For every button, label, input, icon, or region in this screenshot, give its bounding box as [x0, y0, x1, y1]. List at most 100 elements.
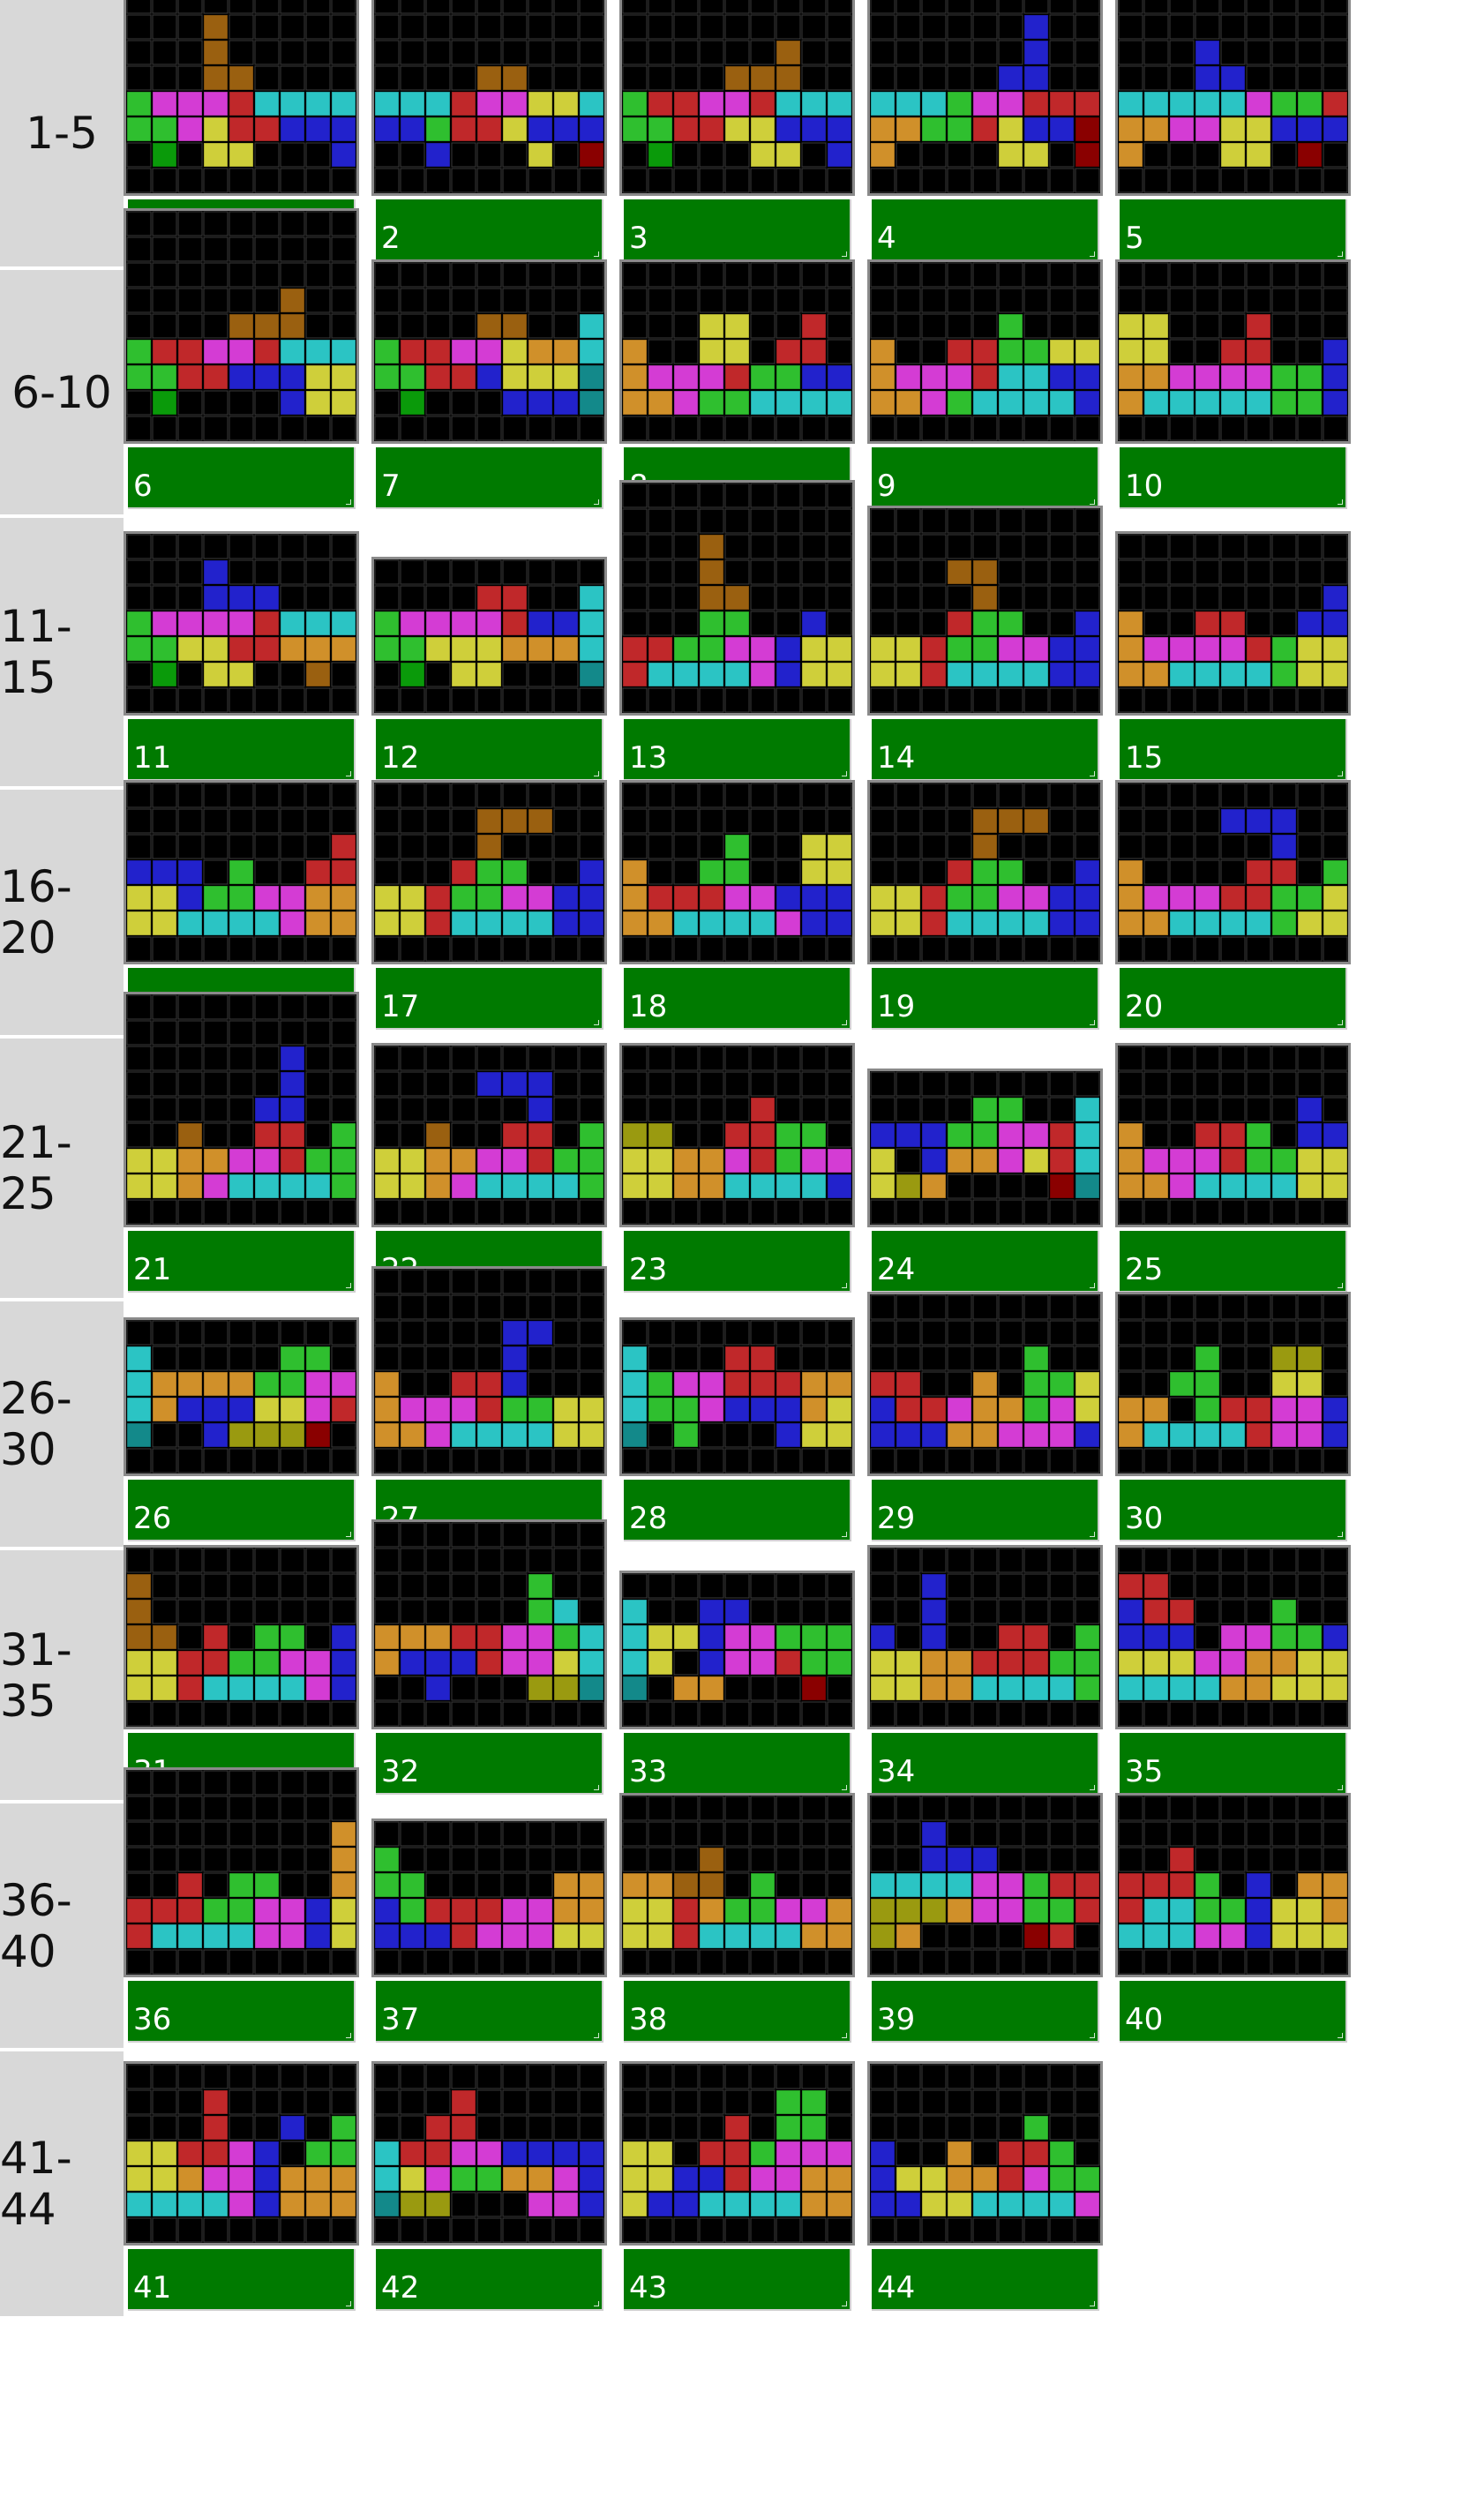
solution-number-button[interactable]: 12: [376, 719, 603, 781]
solution-number-button[interactable]: 26: [128, 1480, 356, 1541]
empty-cell: [451, 1676, 476, 1701]
empty-cell: [1246, 262, 1271, 288]
empty-cell: [177, 65, 203, 91]
piece-cell: [972, 1371, 998, 1397]
piece-cell: [1049, 1676, 1075, 1701]
solution-number-button[interactable]: 25: [1120, 1231, 1347, 1293]
empty-cell: [203, 1020, 229, 1046]
empty-cell: [622, 585, 648, 611]
solution-number-button[interactable]: 3: [624, 199, 851, 261]
piece-cell: [1143, 313, 1169, 339]
solution-number-button[interactable]: 39: [872, 1981, 1099, 2043]
solution-number-button[interactable]: 19: [872, 968, 1099, 1030]
solution-number-button[interactable]: 34: [872, 1733, 1099, 1795]
solution-number-button[interactable]: 10: [1120, 447, 1347, 509]
solution-number-button[interactable]: 21: [128, 1231, 356, 1293]
piece-cell: [1169, 1872, 1195, 1898]
solution-number-button[interactable]: 9: [872, 447, 1099, 509]
piece-cell: [724, 1371, 750, 1397]
empty-cell: [425, 262, 451, 288]
solution-number-button[interactable]: 32: [376, 1733, 603, 1795]
solution-number-button[interactable]: 37: [376, 1981, 603, 2043]
solution-number-button[interactable]: 5: [1120, 199, 1347, 261]
solution-number-button[interactable]: 13: [624, 719, 851, 781]
empty-cell: [1075, 783, 1100, 808]
solution-number-button[interactable]: 17: [376, 968, 603, 1030]
solution-number-button[interactable]: 44: [872, 2249, 1099, 2311]
piece-cell: [528, 1573, 553, 1599]
empty-cell: [553, 783, 579, 808]
piece-cell: [1220, 1898, 1246, 1923]
piece-cell: [776, 2192, 801, 2217]
empty-cell: [177, 662, 203, 687]
empty-cell: [870, 1294, 896, 1320]
piece-cell: [229, 339, 254, 364]
piece-cell: [553, 2166, 579, 2192]
empty-cell: [280, 2141, 305, 2166]
puzzle-board: [124, 531, 359, 716]
piece-cell: [750, 1898, 776, 1923]
piece-cell: [528, 2166, 553, 2192]
piece-cell: [374, 1422, 400, 1448]
solution-number-button[interactable]: 7: [376, 447, 603, 509]
solution-number-button[interactable]: 18: [624, 968, 851, 1030]
empty-cell: [972, 1599, 998, 1624]
piece-cell: [152, 390, 177, 416]
solution-number-button[interactable]: 29: [872, 1480, 1099, 1541]
empty-cell: [229, 1448, 254, 1473]
piece-cell: [280, 611, 305, 636]
empty-cell: [331, 1199, 356, 1225]
empty-cell: [750, 508, 776, 534]
piece-cell: [699, 1599, 724, 1624]
empty-cell: [579, 1097, 604, 1122]
empty-cell: [1023, 1071, 1049, 1097]
empty-cell: [126, 0, 152, 14]
solution-number-button[interactable]: 20: [1120, 968, 1347, 1030]
piece-cell: [870, 1872, 896, 1898]
empty-cell: [801, 1847, 827, 1872]
puzzle-board: [124, 208, 359, 444]
solution-number-button[interactable]: 28: [624, 1480, 851, 1541]
piece-cell: [1297, 116, 1323, 142]
solution-number-button[interactable]: 40: [1120, 1981, 1347, 2043]
solution-number-button[interactable]: 35: [1120, 1733, 1347, 1795]
solution-number-button[interactable]: 11: [128, 719, 356, 781]
piece-cell: [1297, 611, 1323, 636]
piece-cell: [331, 1624, 356, 1650]
solution-number-button[interactable]: 43: [624, 2249, 851, 2311]
piece-cell: [451, 1174, 476, 1199]
solution-number-button[interactable]: 30: [1120, 1480, 1347, 1541]
piece-cell: [648, 911, 673, 936]
solution-number-button[interactable]: 2: [376, 199, 603, 261]
solution-number-button[interactable]: 24: [872, 1231, 1099, 1293]
solution-number-button[interactable]: 15: [1120, 719, 1347, 781]
empty-cell: [1169, 339, 1195, 364]
solution-number-button[interactable]: 36: [128, 1981, 356, 2043]
piece-cell: [1023, 339, 1049, 364]
piece-cell: [972, 911, 998, 936]
empty-cell: [972, 1199, 998, 1225]
piece-cell: [998, 1097, 1023, 1122]
empty-cell: [579, 288, 604, 313]
solution-number-button[interactable]: 23: [624, 1231, 851, 1293]
solution-number-button[interactable]: 6: [128, 447, 356, 509]
empty-cell: [1246, 1573, 1271, 1599]
empty-cell: [1023, 262, 1049, 288]
solution-number-button[interactable]: 38: [624, 1981, 851, 2043]
empty-cell: [203, 994, 229, 1020]
solution-number-button[interactable]: 4: [872, 199, 1099, 261]
solution-number-button[interactable]: 41: [128, 2249, 356, 2311]
piece-cell: [305, 390, 331, 416]
solution-number-button[interactable]: 42: [376, 2249, 603, 2311]
solution-number-button[interactable]: 33: [624, 1733, 851, 1795]
piece-cell: [801, 2141, 827, 2166]
solution-number-button[interactable]: 14: [872, 719, 1099, 781]
empty-cell: [947, 1199, 972, 1225]
empty-cell: [305, 1770, 331, 1796]
empty-cell: [579, 65, 604, 91]
empty-cell: [374, 1821, 400, 1847]
piece-cell: [921, 911, 947, 936]
piece-cell: [553, 611, 579, 636]
piece-cell: [1246, 339, 1271, 364]
empty-cell: [400, 1346, 425, 1371]
